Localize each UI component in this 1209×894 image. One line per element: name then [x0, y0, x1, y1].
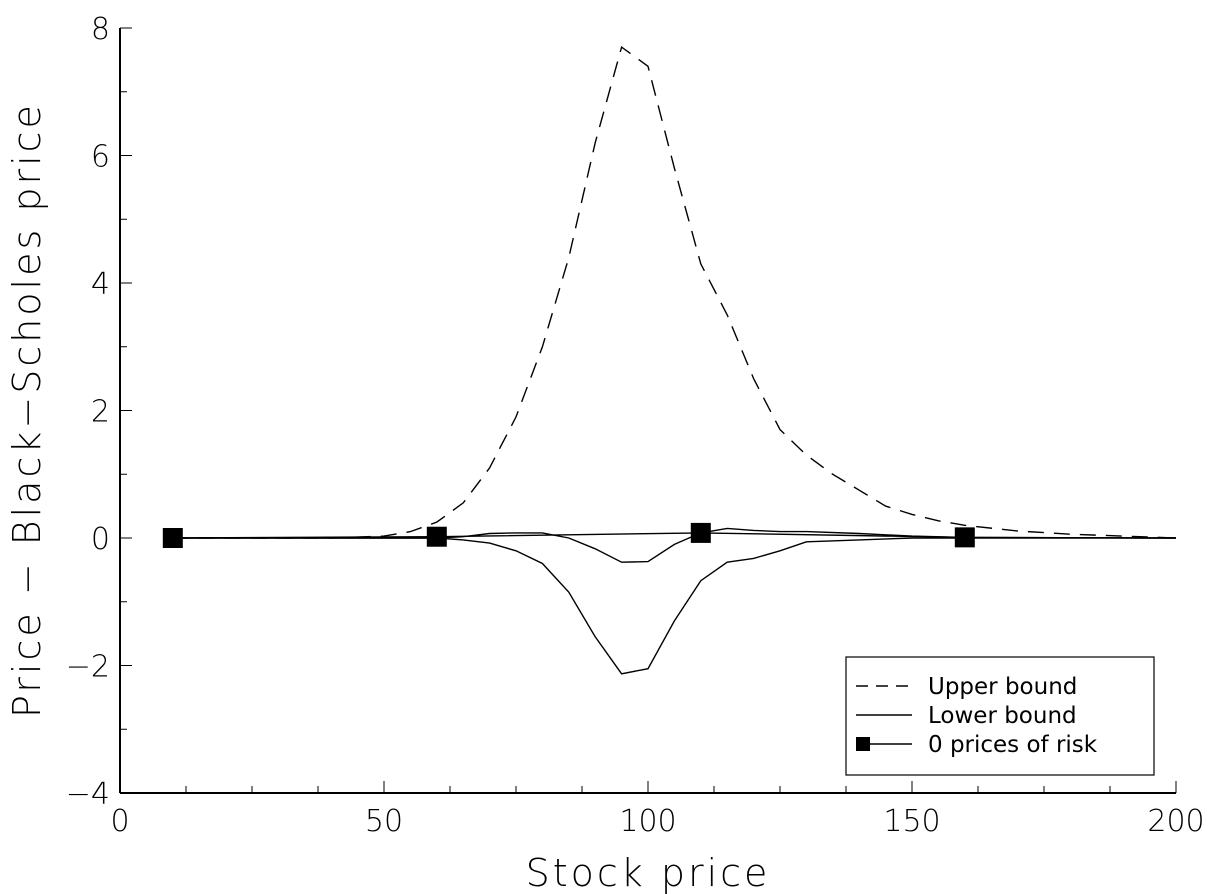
square-marker	[162, 528, 183, 548]
y-tick-label: 6	[91, 140, 110, 175]
square-marker	[426, 526, 447, 547]
legend: Upper bound Lower bound 0 prices of risk	[845, 656, 1155, 776]
legend-item-upper: Upper bound	[856, 674, 1077, 700]
square-marker	[954, 527, 975, 548]
legend-label: Upper bound	[928, 674, 1077, 700]
square-marker	[690, 522, 711, 543]
x-tick-label: 100	[619, 804, 676, 839]
x-axis-title: Stock price	[526, 851, 771, 894]
axis-tick-labels: 0 50 100 150 200 −4 −2 0 2 4 6 8	[66, 12, 1205, 839]
series-line-upper-bound	[172, 45, 1177, 539]
legend-item-lower: Lower bound	[856, 703, 1077, 729]
series-line-lower-bound-1	[172, 527, 1177, 563]
y-tick-label: −2	[66, 650, 110, 685]
series-line-zero-risk	[172, 532, 1177, 539]
x-tick-label: 200	[1147, 804, 1204, 839]
y-tick-label: 0	[91, 522, 110, 557]
series-line-lower-bound-2	[172, 537, 1176, 675]
legend-label: 0 prices of risk	[928, 732, 1098, 758]
y-tick-label: −4	[66, 777, 110, 812]
square-marker-icon	[856, 737, 870, 751]
chart-series	[172, 45, 1177, 675]
y-tick-label: 2	[91, 395, 110, 430]
x-tick-label: 150	[883, 804, 940, 839]
legend-box	[845, 656, 1155, 776]
series-markers	[162, 522, 975, 548]
legend-label: Lower bound	[928, 703, 1077, 729]
y-tick-label: 4	[91, 267, 110, 302]
y-tick-label: 8	[91, 12, 110, 47]
legend-item-zero-risk: 0 prices of risk	[856, 732, 1098, 758]
axis-ticks	[119, 27, 1177, 794]
x-tick-label: 0	[110, 804, 129, 839]
x-tick-label: 50	[365, 804, 403, 839]
y-axis-title: Price − Black−Scholes price	[5, 102, 49, 718]
